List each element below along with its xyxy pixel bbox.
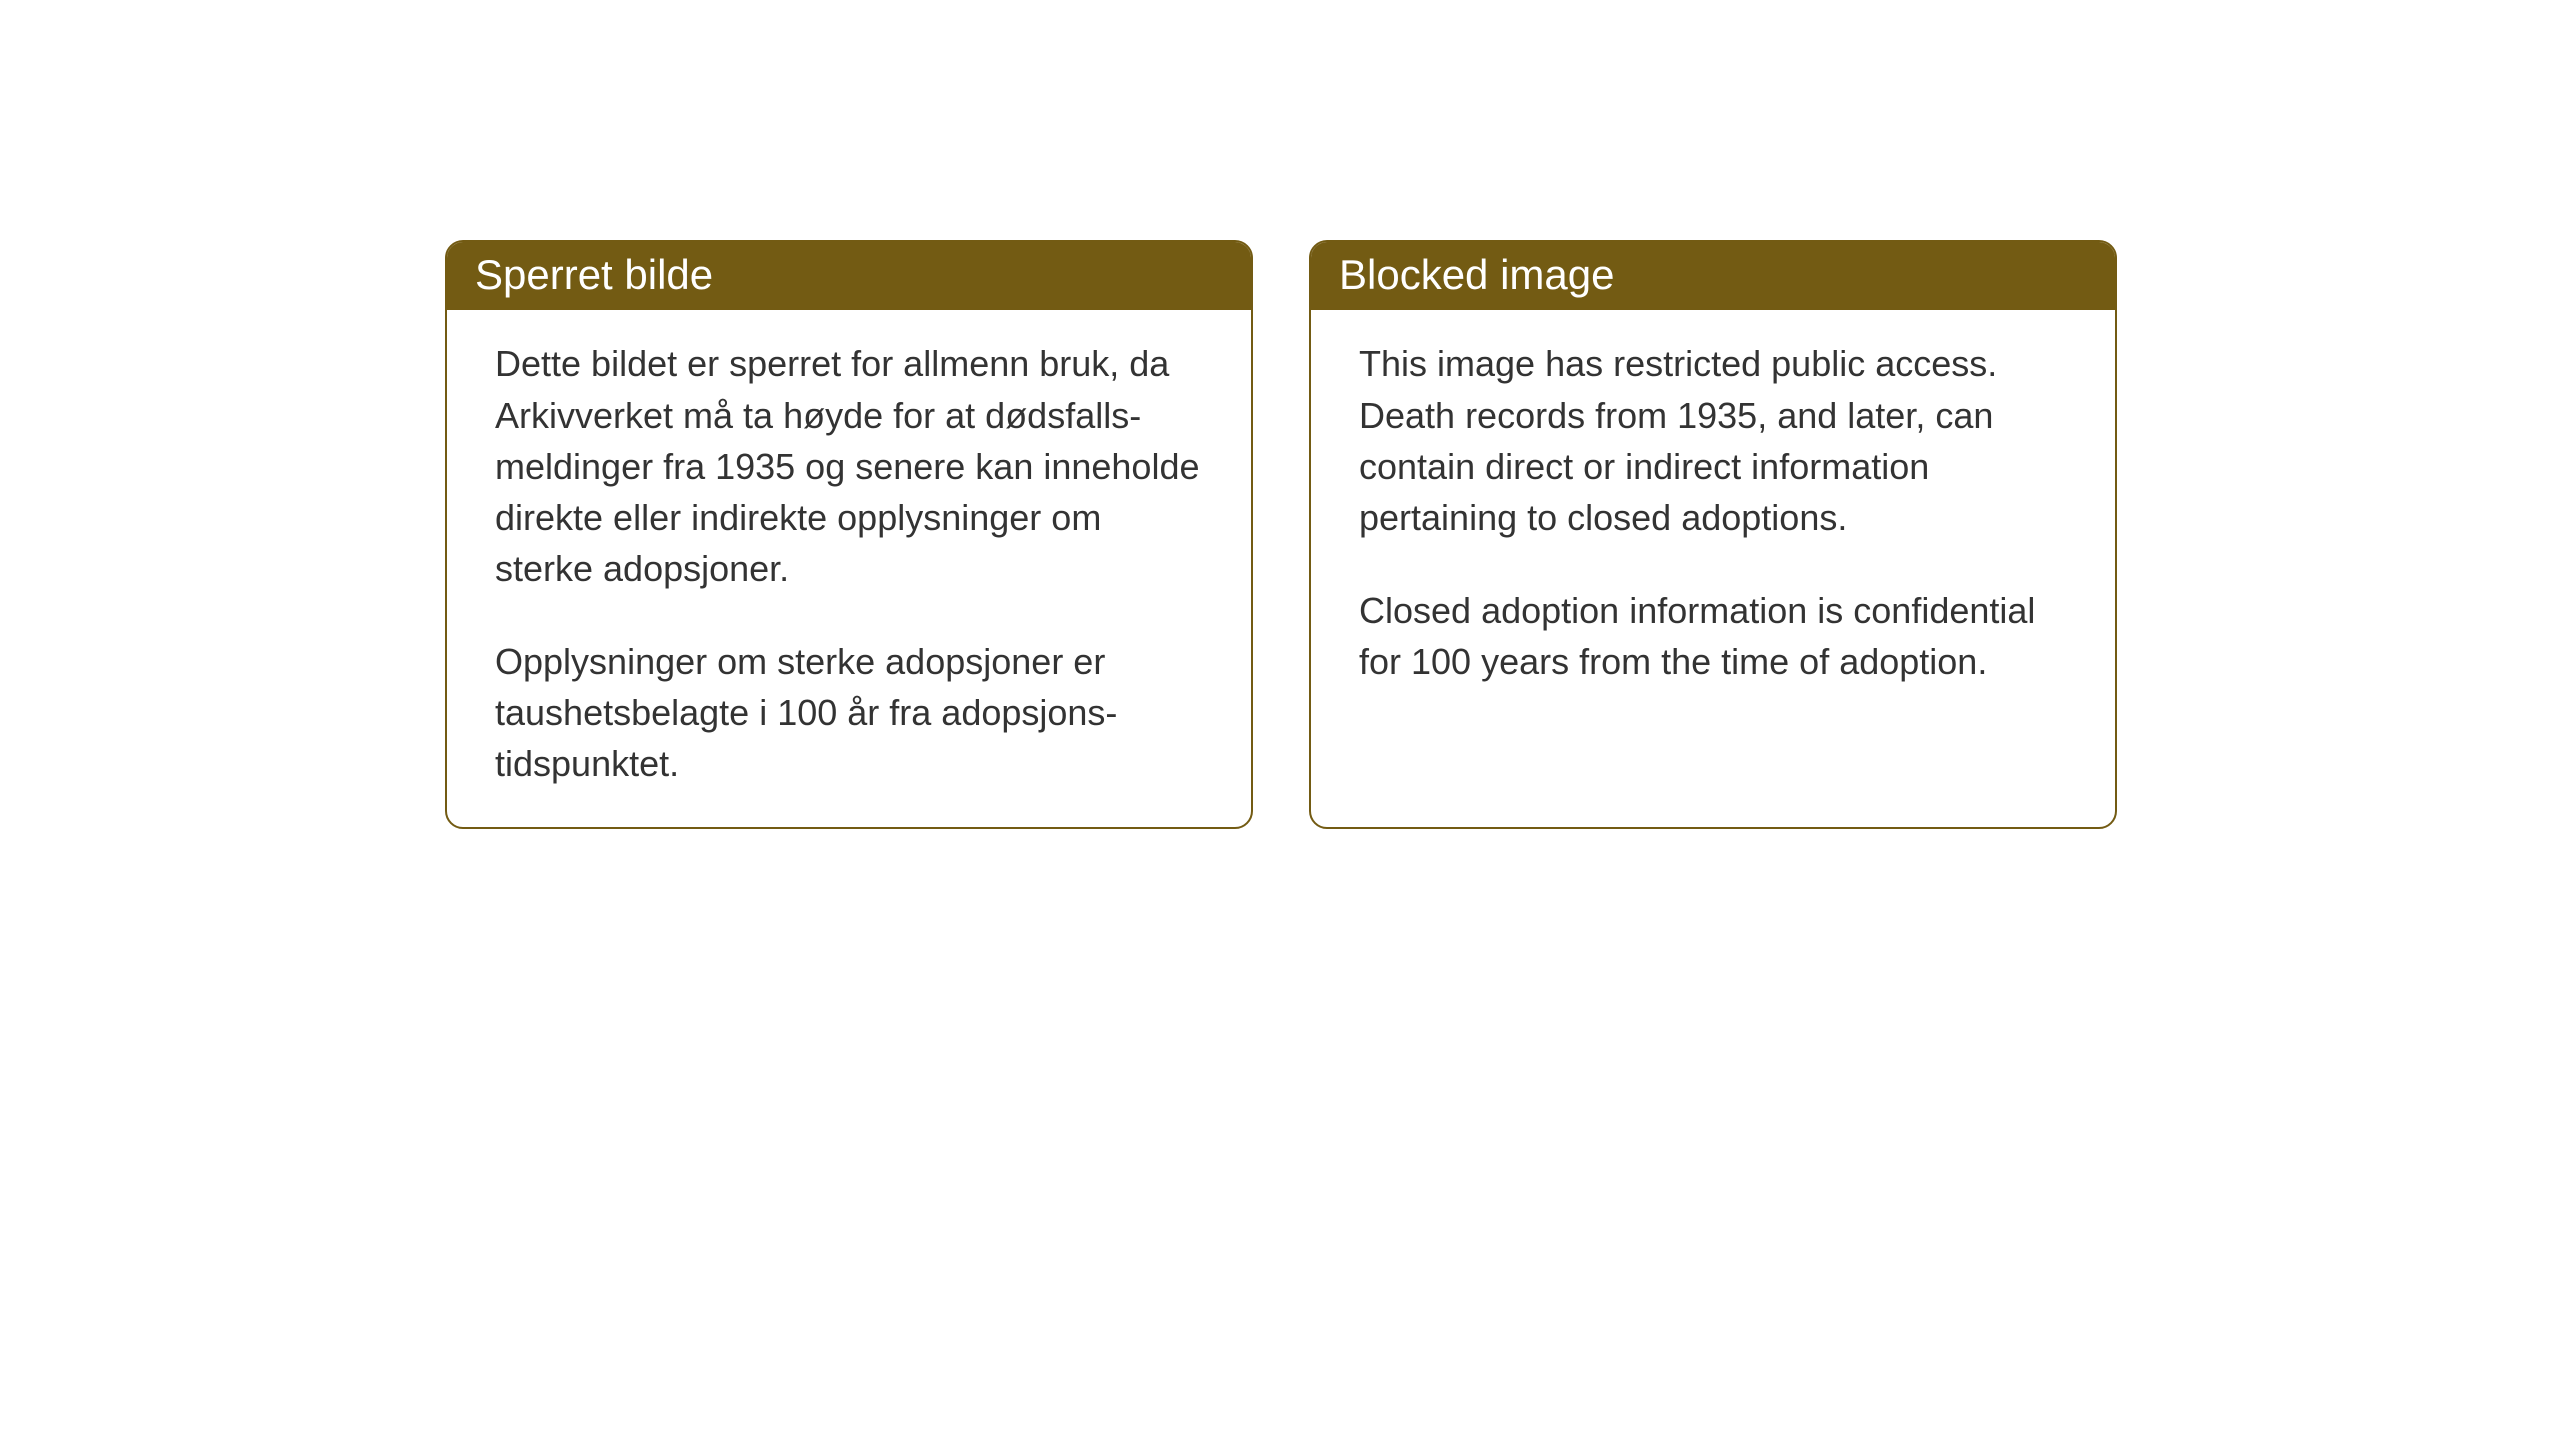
- notice-container: Sperret bilde Dette bildet er sperret fo…: [445, 240, 2117, 829]
- card-paragraph: Opplysninger om sterke adopsjoner er tau…: [495, 636, 1203, 789]
- card-paragraph: Dette bildet er sperret for allmenn bruk…: [495, 338, 1203, 594]
- card-paragraph: Closed adoption information is confident…: [1359, 585, 2067, 687]
- card-paragraph: This image has restricted public access.…: [1359, 338, 2067, 542]
- card-body-english: This image has restricted public access.…: [1311, 310, 2115, 725]
- notice-card-norwegian: Sperret bilde Dette bildet er sperret fo…: [445, 240, 1253, 829]
- card-header-english: Blocked image: [1311, 242, 2115, 310]
- notice-card-english: Blocked image This image has restricted …: [1309, 240, 2117, 829]
- card-header-norwegian: Sperret bilde: [447, 242, 1251, 310]
- card-body-norwegian: Dette bildet er sperret for allmenn bruk…: [447, 310, 1251, 827]
